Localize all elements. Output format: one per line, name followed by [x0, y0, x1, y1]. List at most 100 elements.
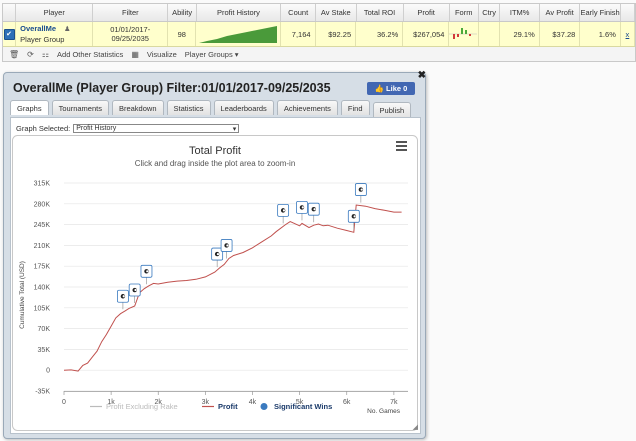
series-lines: [63, 204, 402, 372]
ctry-value: [479, 22, 501, 46]
marker-symbol-inner: [122, 295, 125, 298]
y-axis-label: Cumulative Total (USD): [19, 261, 26, 329]
significant-win-marker: [220, 239, 233, 259]
profit-value: $267,054: [403, 22, 450, 46]
x-tick-label: 5k: [296, 399, 304, 406]
chart-container[interactable]: Total Profit Click and drag inside the p…: [12, 135, 418, 431]
player-groups-dropdown[interactable]: Player Groups ▾: [184, 49, 239, 59]
grid: [64, 182, 408, 392]
remove-row-button[interactable]: x: [621, 22, 635, 46]
axis-ticks: -35K 0 35K 70K 105K 140K 175K 210K 245K 280K 315K 0…: [34, 181, 398, 407]
significant-win-marker: [140, 264, 153, 285]
player-cell[interactable]: OverallMe ♟ Player Group: [16, 22, 94, 46]
column-header-form[interactable]: Form: [450, 4, 479, 21]
tab-breakdown[interactable]: Breakdown: [111, 100, 164, 115]
sparkline: [198, 26, 277, 43]
player-name[interactable]: OverallMe: [20, 23, 57, 33]
user-icon: ♟: [64, 25, 71, 33]
marker-symbol-inner: [353, 215, 356, 218]
column-header-av-stake[interactable]: Av Stake: [316, 4, 357, 21]
significant-win-marker: [354, 183, 367, 203]
y-tick-label: 140K: [34, 285, 51, 292]
y-tick-label: 35K: [38, 347, 51, 354]
chart-icon[interactable]: ▦: [131, 49, 139, 59]
y-tick-label: 210K: [34, 243, 51, 250]
chevron-down-icon: ▾: [232, 125, 237, 133]
column-header[interactable]: [3, 4, 17, 21]
tab-leaderboards[interactable]: Leaderboards: [213, 100, 274, 115]
significant-win-marker: [307, 202, 320, 223]
y-tick-label: 280K: [34, 201, 51, 208]
ability-value: 98: [168, 22, 197, 46]
refresh-icon[interactable]: ⟳: [27, 49, 34, 59]
y-tick-label: 0: [46, 368, 50, 375]
facebook-like-button[interactable]: 👍 Like 0: [367, 82, 415, 95]
graph-select[interactable]: Profit History ▾: [73, 124, 240, 133]
dialog-tabs: Graphs Tournaments Breakdown Statistics …: [10, 97, 412, 118]
filter-cell: 01/01/2017- 09/25/2035: [93, 22, 169, 46]
table-row[interactable]: ✔ OverallMe ♟ Player Group 01/01/2017- 0…: [3, 22, 635, 47]
column-header-count[interactable]: Count: [281, 4, 317, 21]
column-header-profit-history[interactable]: Profit History: [197, 4, 282, 21]
significant-win-marker: [347, 209, 360, 230]
x-axis-label: No. Games: [367, 408, 401, 415]
column-header-player[interactable]: Player: [16, 4, 94, 21]
column-header-av-profit[interactable]: Av Profit: [540, 4, 581, 21]
significant-win-marker: [296, 201, 308, 221]
significant-win-markers: [117, 183, 367, 310]
visualize-button[interactable]: Visualize: [146, 49, 177, 59]
graph-selector: Graph Selected: Profit History ▾: [16, 124, 240, 133]
checkmark-icon: ✔: [3, 28, 15, 40]
resize-grip-icon[interactable]: ◢: [412, 424, 418, 431]
itm-value: 29.1%: [500, 22, 540, 46]
chart-frame: [12, 135, 418, 431]
x-tick-label: 0: [62, 399, 66, 406]
form-bars: [449, 28, 478, 39]
y-tick-label: 175K: [34, 264, 51, 271]
chart-legend: Profit Excluding Rake Profit Significant W…: [90, 402, 332, 411]
av-stake-value: $92.25: [316, 22, 357, 46]
thumbs-up-icon: 👍: [374, 84, 385, 93]
profit-chart[interactable]: Total Profit Click and drag inside the p…: [12, 135, 418, 431]
legend-label: Profit: [218, 402, 238, 411]
tab-publish[interactable]: Publish: [372, 102, 412, 118]
table-header: Player Filter Ability Profit History Cou…: [3, 4, 635, 22]
column-header-profit[interactable]: Profit: [404, 4, 450, 21]
chart-menu-icon[interactable]: [396, 141, 407, 153]
y-tick-label: -35K: [35, 389, 50, 396]
graph-select-value: Profit History: [76, 125, 117, 132]
tab-graphs[interactable]: Graphs: [10, 100, 49, 115]
filter-line: 01/01/2017-: [110, 25, 151, 34]
column-header-ctry[interactable]: Ctry: [479, 4, 501, 21]
marker-symbol-inner: [313, 208, 316, 211]
trash-icon[interactable]: 🗑: [9, 49, 20, 59]
add-statistics-button[interactable]: Add Other Statistics: [57, 49, 124, 59]
x-tick-label: 6k: [343, 399, 351, 406]
column-header: [621, 4, 635, 21]
tab-achievements[interactable]: Achievements: [276, 100, 338, 115]
tab-statistics[interactable]: Statistics: [166, 100, 211, 115]
like-label: Like 0: [386, 84, 408, 93]
tab-find[interactable]: Find: [340, 100, 370, 115]
player-group-dialog: ✖ OverallMe (Player Group) Filter:01/01/…: [3, 70, 426, 439]
significant-win-marker: [211, 247, 224, 268]
stats-table: Player Filter Ability Profit History Cou…: [2, 3, 636, 62]
form-chart: [449, 22, 479, 46]
column-header-ability[interactable]: Ability: [168, 4, 197, 21]
marker-symbol-inner: [226, 244, 229, 247]
column-header-total-roi[interactable]: Total ROI: [357, 4, 404, 21]
significant-win-marker: [117, 289, 129, 310]
legend-label: Significant Wins: [274, 402, 332, 411]
column-header-filter[interactable]: Filter: [93, 4, 169, 21]
row-checkbox[interactable]: ✔: [3, 22, 17, 46]
column-header-early-finish[interactable]: Early Finish: [580, 4, 621, 21]
column-header-itm[interactable]: ITM%: [500, 4, 540, 21]
close-icon[interactable]: ✖: [417, 70, 426, 81]
profit-history-sparkline[interactable]: [196, 22, 281, 46]
legend-swatch: [260, 403, 268, 410]
columns-icon[interactable]: ⚏: [41, 49, 50, 59]
tab-tournaments[interactable]: Tournaments: [51, 100, 109, 115]
graphs-panel: Graph Selected: Profit History ▾ Total P…: [10, 117, 421, 434]
dialog-title: OverallMe (Player Group) Filter:01/01/20…: [13, 81, 331, 95]
marker-symbol-inner: [360, 188, 363, 191]
